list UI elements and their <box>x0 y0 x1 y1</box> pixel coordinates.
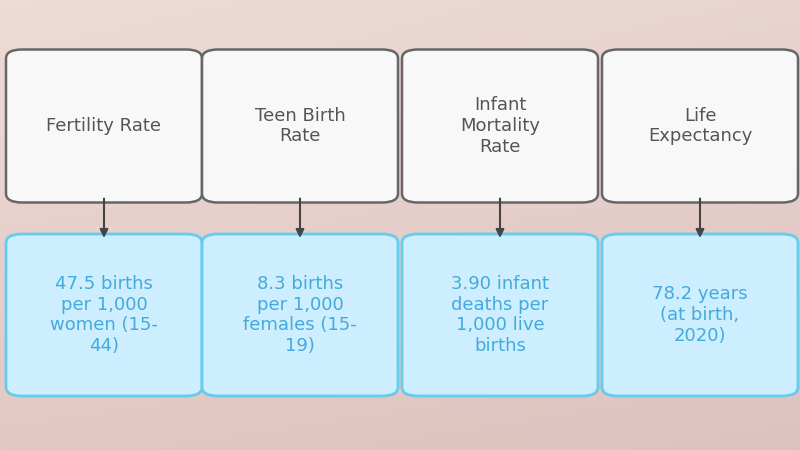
Text: 8.3 births
per 1,000
females (15-
19): 8.3 births per 1,000 females (15- 19) <box>243 275 357 355</box>
FancyBboxPatch shape <box>602 234 798 396</box>
FancyBboxPatch shape <box>202 50 398 202</box>
Text: Fertility Rate: Fertility Rate <box>46 117 162 135</box>
Text: 3.90 infant
deaths per
1,000 live
births: 3.90 infant deaths per 1,000 live births <box>451 275 549 355</box>
FancyBboxPatch shape <box>6 234 202 396</box>
Text: Life
Expectancy: Life Expectancy <box>648 107 752 145</box>
FancyBboxPatch shape <box>202 234 398 396</box>
Text: 78.2 years
(at birth,
2020): 78.2 years (at birth, 2020) <box>652 285 748 345</box>
FancyBboxPatch shape <box>402 234 598 396</box>
Text: 47.5 births
per 1,000
women (15-
44): 47.5 births per 1,000 women (15- 44) <box>50 275 158 355</box>
Text: Teen Birth
Rate: Teen Birth Rate <box>254 107 346 145</box>
FancyBboxPatch shape <box>6 50 202 202</box>
FancyBboxPatch shape <box>602 50 798 202</box>
FancyBboxPatch shape <box>402 50 598 202</box>
Text: Infant
Mortality
Rate: Infant Mortality Rate <box>460 96 540 156</box>
